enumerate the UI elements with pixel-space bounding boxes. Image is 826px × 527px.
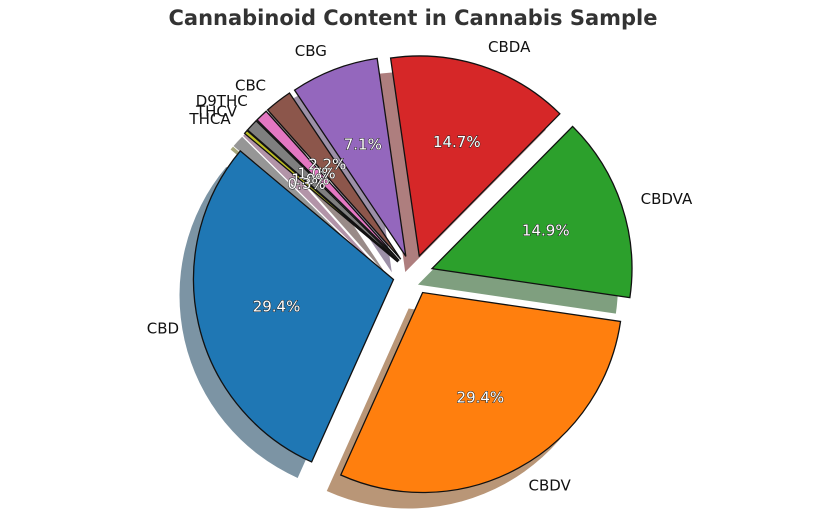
slice-percent-cbdva: 14.9% [522,222,570,240]
slice-percent-cbg: 7.1% [344,135,382,153]
slice-label-cbd: CBD [147,320,179,338]
slice-d9thc [256,110,400,261]
slice-percent-cbdv: 29.4% [457,389,505,407]
slice-label-cbdv: CBDV [528,476,571,494]
slice-percent-thcv: 1.0% [291,171,329,189]
slice-percent-cbc: 2.2% [308,155,346,173]
slice-cbc [266,92,402,260]
slice-shadow-d9thc [243,127,386,277]
slice-label-thcv: THCV [195,103,238,121]
slice-cbda [389,55,561,258]
slice-cbdv [339,291,622,494]
slice-cbdva [430,125,633,299]
slice-thcv [246,119,399,262]
labels: CBD 29.4% CBDV 29.4% CBDVA 14.9% CBDA 14.7% CBG 7… [147,38,693,494]
slice-percent-thca: 0.3% [288,175,326,193]
slice-label-thca: THCA [188,110,231,128]
slice-label-d9thc: D9THC [196,92,248,110]
slice-cbd [192,149,395,463]
slice-label-cbdva: CBDVA [641,190,693,208]
slice-label-cbda: CBDA [488,38,531,56]
slice-percent-d9thc: 1.0% [298,164,336,182]
slice-label-cbc: CBC [235,76,266,94]
slice-thca [243,129,399,263]
slice-percent-cbd: 29.4% [253,297,301,315]
slices [192,55,633,494]
chart-title: Cannabinoid Content in Cannabis Sample [168,6,658,30]
slice-cbg [293,57,407,257]
slice-label-cbg: CBG [295,42,327,60]
slice-percent-cbda: 14.7% [433,133,481,151]
